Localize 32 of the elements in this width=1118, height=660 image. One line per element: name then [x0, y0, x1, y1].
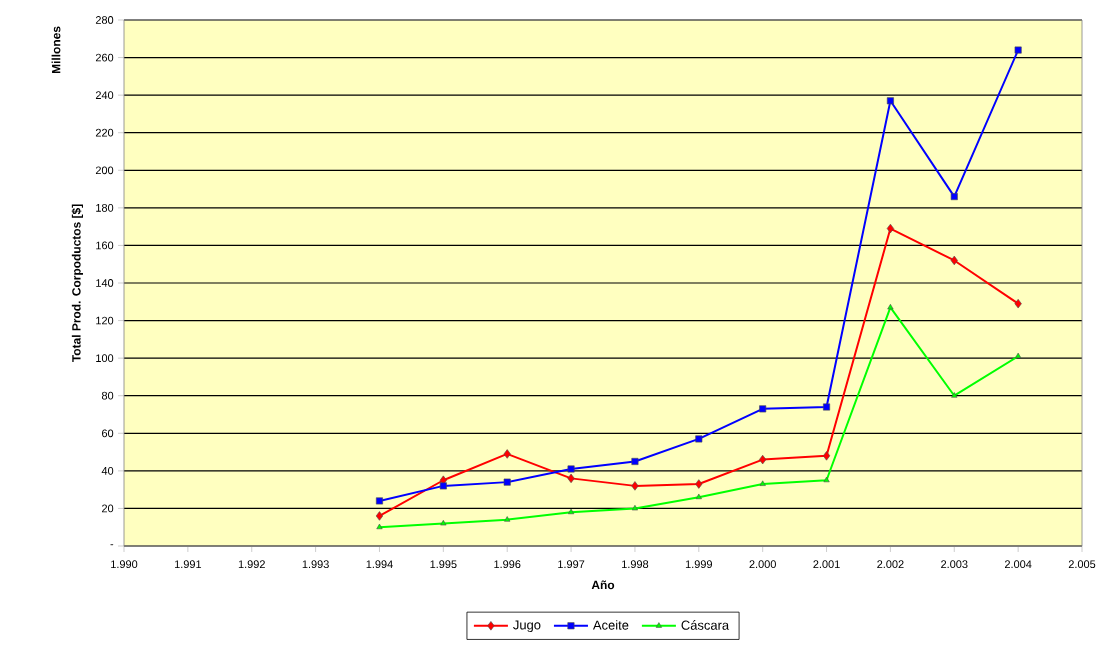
- point: [759, 454, 767, 465]
- point: [376, 523, 383, 530]
- point: [1014, 298, 1022, 309]
- point: [950, 255, 958, 266]
- point: [886, 97, 894, 105]
- point: [567, 465, 575, 473]
- point: [439, 482, 447, 490]
- point: [822, 451, 831, 461]
- point: [823, 403, 831, 411]
- point: [631, 457, 639, 465]
- point: [503, 478, 511, 486]
- point: [440, 519, 447, 526]
- point: [695, 435, 703, 443]
- point: [823, 476, 830, 483]
- point: [568, 508, 575, 515]
- point: [567, 473, 575, 484]
- point: [695, 479, 703, 489]
- point: [887, 303, 894, 310]
- point: [375, 497, 383, 505]
- point: [759, 405, 767, 413]
- point: [1015, 352, 1022, 359]
- point: [695, 493, 702, 500]
- point: [503, 449, 511, 459]
- point: [375, 511, 384, 521]
- point: [631, 504, 638, 511]
- point: [886, 223, 894, 234]
- point: [631, 481, 639, 491]
- point: [504, 516, 511, 522]
- point: [759, 480, 766, 486]
- point: [1014, 46, 1022, 54]
- point: [951, 392, 958, 398]
- point: [950, 193, 958, 201]
